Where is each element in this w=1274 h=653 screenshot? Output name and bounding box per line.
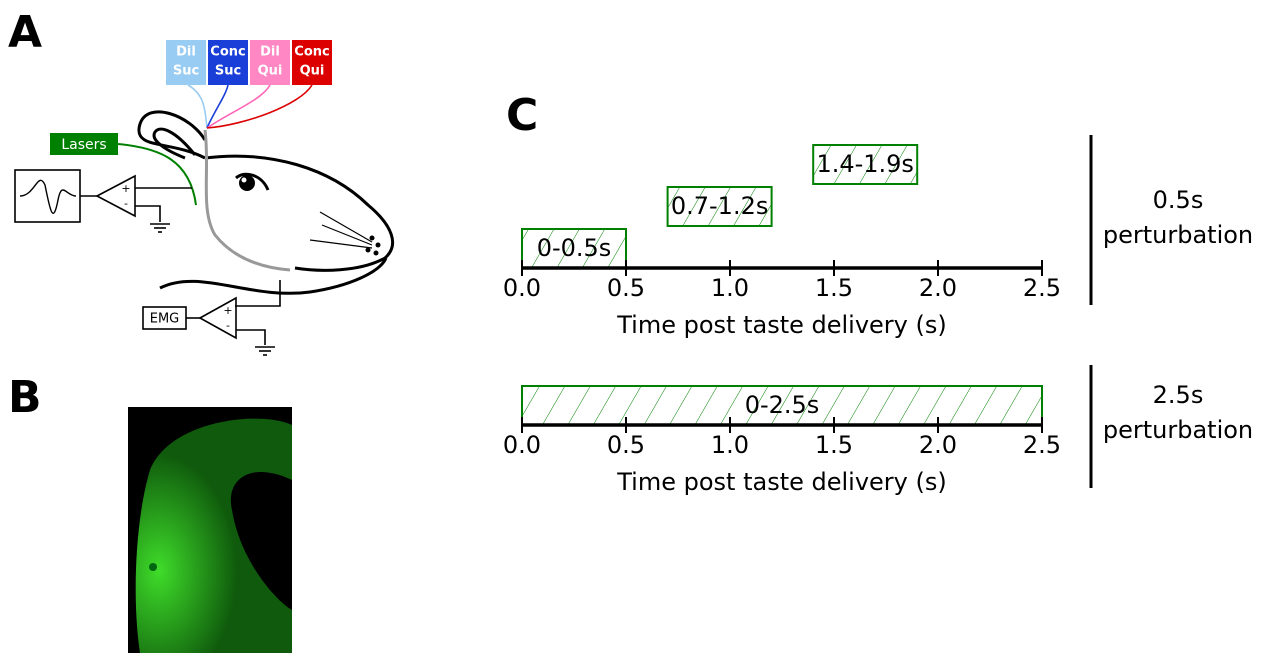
x-axis-label: Time post taste delivery (s) bbox=[616, 311, 946, 339]
interval-label: 0-2.5s bbox=[745, 391, 820, 419]
panel-label: A bbox=[8, 7, 42, 58]
taste-label: Suc bbox=[173, 64, 199, 79]
taste-label: Conc bbox=[294, 45, 329, 60]
histology-image bbox=[128, 407, 292, 653]
amp-sign: + bbox=[223, 304, 232, 317]
x-axis-label: Time post taste delivery (s) bbox=[616, 468, 946, 496]
side-label: perturbation bbox=[1103, 221, 1253, 249]
x-tick-label: 1.5 bbox=[815, 431, 853, 459]
panel-label: B bbox=[8, 372, 42, 423]
x-tick-label: 0.0 bbox=[503, 274, 541, 302]
x-tick-label: 2.0 bbox=[919, 431, 957, 459]
amp-sign: - bbox=[226, 319, 230, 332]
x-tick-label: 0.5 bbox=[607, 274, 645, 302]
taste-label: Conc bbox=[210, 45, 245, 60]
x-tick-label: 2.0 bbox=[919, 274, 957, 302]
taste-label: Qui bbox=[300, 64, 325, 79]
mouse-diagram: Lasers EMG + - + - bbox=[15, 85, 393, 355]
x-tick-label: 2.5 bbox=[1023, 431, 1061, 459]
amp-sign: - bbox=[124, 197, 128, 210]
interval-label: 1.4-1.9s bbox=[816, 150, 914, 178]
taste-label: Dil bbox=[176, 45, 196, 60]
x-tick-label: 0.5 bbox=[607, 431, 645, 459]
taste-label: Suc bbox=[215, 64, 241, 79]
side-label: perturbation bbox=[1103, 416, 1253, 444]
amp-sign: + bbox=[121, 182, 130, 195]
lasers-label: Lasers bbox=[61, 137, 106, 153]
side-label: 2.5s bbox=[1153, 381, 1204, 409]
x-tick-label: 0.0 bbox=[503, 431, 541, 459]
panel-label: C bbox=[506, 90, 538, 141]
side-label: 0.5s bbox=[1153, 186, 1204, 214]
x-tick-label: 1.5 bbox=[815, 274, 853, 302]
taste-label: Dil bbox=[260, 45, 280, 60]
interval-label: 0.7-1.2s bbox=[671, 192, 769, 220]
x-tick-label: 1.0 bbox=[711, 431, 749, 459]
figure: A B C bbox=[0, 0, 1274, 653]
emg-label: EMG bbox=[150, 312, 180, 327]
taste-label: Qui bbox=[258, 64, 283, 79]
x-tick-label: 2.5 bbox=[1023, 274, 1061, 302]
x-tick-label: 1.0 bbox=[711, 274, 749, 302]
interval-label: 0-0.5s bbox=[537, 234, 612, 262]
